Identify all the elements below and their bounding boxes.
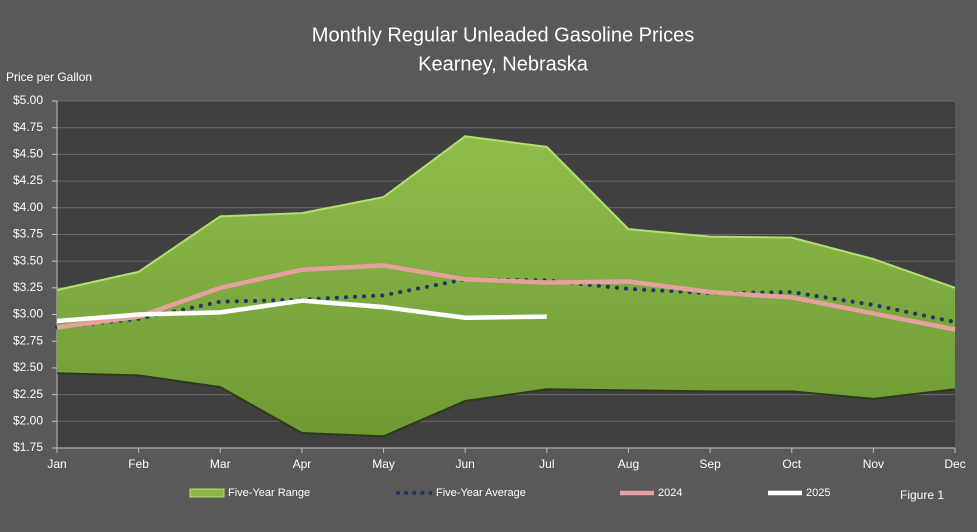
y-tick-label: $3.25 (13, 280, 43, 294)
x-tick-label: Feb (128, 457, 149, 471)
legend-swatch (189, 488, 225, 498)
y-tick-label: $3.75 (13, 227, 43, 241)
legend-label: Five-Year Range (228, 487, 310, 499)
x-tick-label: Apr (293, 457, 312, 471)
x-tick-label: Jan (47, 457, 66, 471)
x-tick-label: Mar (210, 457, 231, 471)
range-low-edge (56, 372, 956, 438)
chart-title: Monthly Regular Unleaded Gasoline Prices (312, 24, 694, 46)
y-axis-label: Price per Gallon (6, 70, 92, 84)
x-tick-label: May (372, 457, 395, 471)
legend-label: 2024 (658, 487, 682, 499)
x-tick-label: Aug (618, 457, 639, 471)
y-tick-label: $3.00 (13, 307, 43, 321)
legend-label: 2025 (806, 487, 830, 499)
y-tick-label: $2.25 (13, 387, 43, 401)
y-tick-label: $4.75 (13, 120, 43, 134)
y-tick-label: $2.75 (13, 333, 43, 347)
annotation: Figure 1 (900, 488, 944, 502)
y-tick-label: $1.75 (13, 440, 43, 454)
x-tick-label: Dec (944, 457, 965, 471)
y-tick-label: $4.50 (13, 147, 43, 161)
x-tick-label: Oct (782, 457, 801, 471)
y-tick-label: $5.00 (13, 93, 43, 107)
legend-label: Five-Year Average (436, 487, 526, 499)
x-tick-label: Jul (539, 457, 554, 471)
range-high-edge (56, 135, 956, 291)
y-tick-label: $3.50 (13, 253, 43, 267)
x-tick-label: Sep (699, 457, 721, 471)
y-tick-label: $2.00 (13, 413, 43, 427)
series-line (56, 263, 956, 332)
y-tick-label: $4.25 (13, 173, 43, 187)
chart-subtitle: Kearney, Nebraska (418, 53, 589, 75)
y-tick-label: $4.00 (13, 200, 43, 214)
series-line (56, 298, 547, 324)
x-tick-label: Nov (863, 457, 884, 471)
y-tick-label: $2.50 (13, 360, 43, 374)
x-tick-label: Jun (456, 457, 475, 471)
range-area (57, 136, 955, 437)
